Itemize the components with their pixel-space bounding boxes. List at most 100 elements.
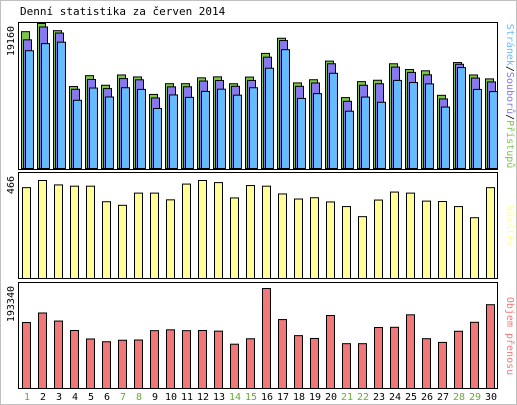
chart-title: Denní statistika za červen 2014 <box>20 5 226 18</box>
bar-stránek-day-2 <box>41 43 50 170</box>
bar-visits-day-18 <box>294 198 303 279</box>
bar-traffic-day-8 <box>134 339 143 390</box>
bar-stránek-day-19 <box>313 93 322 169</box>
bar-stránek-day-4 <box>73 99 82 169</box>
bar-traffic-day-2 <box>38 312 47 390</box>
x-tick-label-day-27: 27 <box>437 392 449 403</box>
bar-stránek-day-30 <box>489 91 498 169</box>
panel-label-pages-files-hits: Stránek/Souborů/Přístupů <box>504 24 516 169</box>
bar-traffic-day-18 <box>294 335 303 389</box>
x-tick-label-day-5: 5 <box>88 392 94 403</box>
bar-traffic-day-16 <box>262 288 271 389</box>
bar-stránek-day-15 <box>249 87 258 169</box>
bar-stránek-day-1 <box>25 50 34 169</box>
bar-stránek-day-24 <box>393 79 402 169</box>
bar-visits-day-29 <box>470 217 479 279</box>
bar-traffic-day-14 <box>230 343 239 390</box>
chart-panel-3: 193340 Objem přenosu <box>6 282 516 390</box>
x-tick-label-day-20: 20 <box>325 392 337 403</box>
bar-stránek-day-22 <box>361 96 370 169</box>
y-max-label: 193340 <box>6 286 17 322</box>
panel-frame <box>18 172 498 279</box>
y-max-label: 466 <box>6 176 17 194</box>
bar-visits-day-10 <box>166 199 175 279</box>
bar-stránek-day-29 <box>473 88 482 169</box>
bar-traffic-day-15 <box>246 338 255 390</box>
x-tick-label-day-28: 28 <box>453 392 465 403</box>
bar-stránek-day-28 <box>457 67 466 169</box>
bar-traffic-day-5 <box>86 338 95 389</box>
bar-traffic-day-3 <box>54 320 63 390</box>
bar-stránek-day-8 <box>137 88 146 169</box>
x-tick-label-day-22: 22 <box>357 392 369 403</box>
bar-stránek-day-18 <box>297 97 306 169</box>
bar-visits-day-5 <box>86 185 95 280</box>
bar-traffic-day-28 <box>454 330 463 389</box>
bar-visits-day-9 <box>150 192 159 279</box>
x-tick-label-day-13: 13 <box>213 392 225 403</box>
bar-traffic-day-9 <box>150 330 159 389</box>
bar-stránek-day-27 <box>441 106 450 169</box>
label-part-4: Přístupů <box>504 120 516 168</box>
label-part-0: Stránek <box>504 24 516 66</box>
bar-traffic-day-22 <box>358 343 367 389</box>
bar-traffic-day-25 <box>406 314 415 390</box>
x-tick-label-day-8: 8 <box>136 392 142 403</box>
bar-visits-day-17 <box>278 193 287 279</box>
bar-visits-day-12 <box>198 180 207 279</box>
bar-stránek-day-10 <box>169 94 178 169</box>
x-tick-label-day-14: 14 <box>229 392 241 403</box>
x-tick-label-day-6: 6 <box>104 392 110 403</box>
bar-traffic-day-20 <box>326 315 335 389</box>
bar-visits-day-14 <box>230 197 239 280</box>
x-tick-label-day-17: 17 <box>277 392 289 403</box>
bar-stránek-day-23 <box>377 101 386 169</box>
panel-frame <box>18 282 498 389</box>
x-tick-label-day-24: 24 <box>389 392 401 403</box>
x-tick-label-day-10: 10 <box>165 392 177 403</box>
x-tick-label-day-21: 21 <box>341 392 353 403</box>
bar-visits-day-30 <box>486 187 495 279</box>
bar-stránek-day-26 <box>425 83 434 169</box>
x-tick-label-day-26: 26 <box>421 392 433 403</box>
bar-visits-day-15 <box>246 185 255 279</box>
bar-traffic-day-19 <box>310 337 319 390</box>
x-tick-label-day-9: 9 <box>152 392 158 403</box>
bar-visits-day-13 <box>214 182 223 279</box>
x-tick-label-day-2: 2 <box>40 392 46 403</box>
bar-stránek-day-6 <box>105 96 114 169</box>
bar-traffic-day-4 <box>70 329 79 390</box>
x-tick-label-day-23: 23 <box>373 392 385 403</box>
bar-visits-day-24 <box>390 191 399 280</box>
x-tick-label-day-3: 3 <box>56 392 62 403</box>
bar-traffic-day-13 <box>214 330 223 390</box>
label-part-3: / <box>504 114 515 120</box>
x-tick-label-day-30: 30 <box>485 392 497 403</box>
x-tick-label-day-1: 1 <box>24 392 30 403</box>
bar-visits-day-27 <box>438 201 447 279</box>
bar-traffic-day-23 <box>374 327 383 389</box>
bar-traffic-day-26 <box>422 338 431 390</box>
x-tick-label-day-16: 16 <box>261 392 273 403</box>
bar-visits-day-28 <box>454 206 463 279</box>
bar-visits-day-19 <box>310 197 319 279</box>
bar-stránek-day-9 <box>153 107 162 169</box>
bar-visits-day-2 <box>38 180 47 279</box>
bar-stránek-day-13 <box>217 88 226 169</box>
bar-visits-day-25 <box>406 192 415 279</box>
bar-traffic-day-10 <box>166 329 175 390</box>
bar-traffic-day-24 <box>390 326 399 389</box>
label-part-2: Souborů <box>504 72 516 114</box>
bar-traffic-day-6 <box>102 341 111 389</box>
chart-panels: 19160 Stránek/Souborů/Přístupů466Návštěv1… <box>6 22 516 390</box>
bar-traffic-day-29 <box>470 321 479 389</box>
bar-visits-day-26 <box>422 200 431 279</box>
bar-stránek-day-20 <box>329 72 338 169</box>
bar-traffic-day-11 <box>182 330 191 389</box>
bar-traffic-day-12 <box>198 329 207 390</box>
bar-visits-day-1 <box>22 187 31 279</box>
x-tick-label-day-4: 4 <box>72 392 78 403</box>
label-part-1: / <box>504 66 515 72</box>
